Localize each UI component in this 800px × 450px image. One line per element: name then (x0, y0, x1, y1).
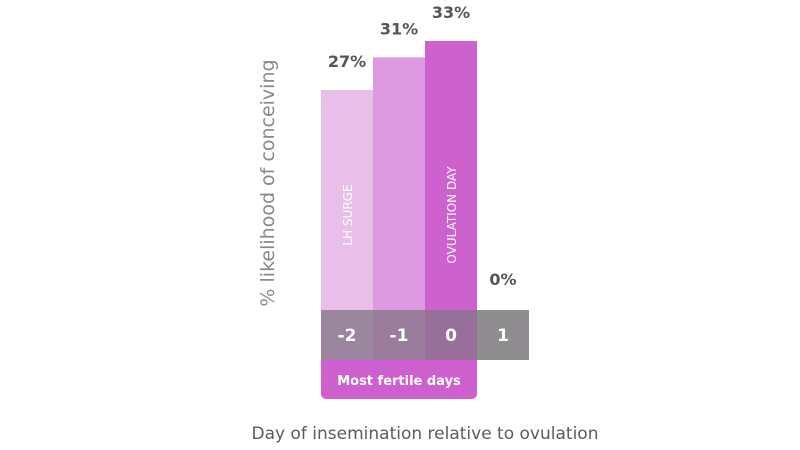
x-axis-cell--1 (373, 310, 425, 360)
most-fertile-days-label: Most fertile days (337, 374, 461, 389)
bar-annotation-ovulation-day: OVULATION DAY (445, 166, 459, 264)
x-tick-label: -1 (390, 326, 409, 346)
x-axis-title: Day of insemination relative to ovulatio… (251, 424, 599, 444)
x-tick-label: 0 (445, 326, 457, 346)
bar-annotation-lh-surge: LH SURGE (341, 184, 355, 245)
x-tick-label: -2 (338, 326, 357, 346)
data-label: 33% (432, 3, 470, 22)
y-axis-title: % likelihood of conceiving (257, 59, 279, 307)
data-label: 0% (489, 270, 516, 289)
data-label: 27% (328, 52, 366, 71)
x-tick-label: 1 (497, 326, 509, 346)
x-axis-cell--2 (321, 310, 373, 360)
x-axis-cell-0 (425, 310, 477, 360)
data-label: 31% (380, 19, 418, 38)
x-axis-cell-1 (477, 310, 529, 360)
bar-0 (425, 41, 477, 360)
bar--1 (373, 57, 425, 360)
most-fertile-days-band (321, 360, 477, 399)
